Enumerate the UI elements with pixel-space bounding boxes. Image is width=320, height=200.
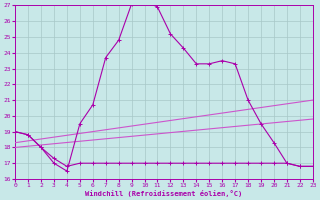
X-axis label: Windchill (Refroidissement éolien,°C): Windchill (Refroidissement éolien,°C) [85,190,243,197]
